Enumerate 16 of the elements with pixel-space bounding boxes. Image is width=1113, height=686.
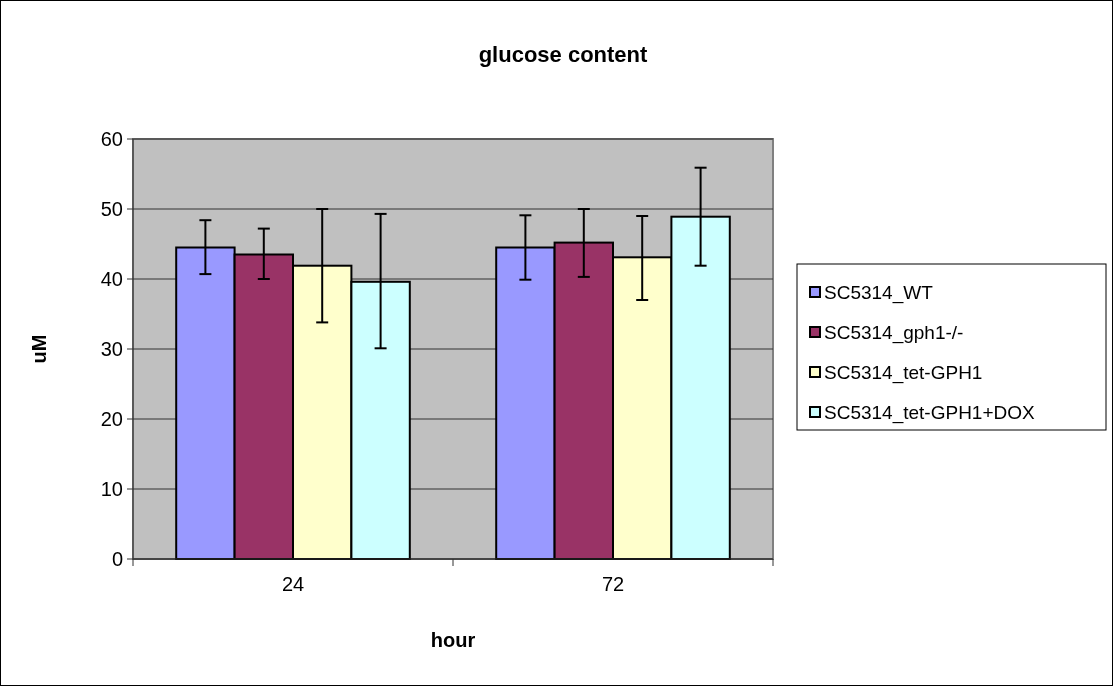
legend-label: SC5314_WT bbox=[824, 281, 934, 304]
x-tick-label: 72 bbox=[601, 573, 625, 595]
y-tick-label: 60 bbox=[100, 128, 123, 150]
y-axis-title: uM bbox=[28, 334, 50, 364]
y-tick-label: 10 bbox=[100, 478, 123, 500]
y-tick-label: 30 bbox=[100, 338, 123, 360]
y-tick-label: 50 bbox=[100, 198, 123, 220]
legend-label: SC5314_tet-GPH1 bbox=[824, 361, 983, 384]
legend-label: SC5314_tet-GPH1+DOX bbox=[824, 401, 1036, 424]
x-tick-label: 24 bbox=[281, 573, 305, 595]
x-axis-title: hour bbox=[430, 629, 476, 651]
y-tick-label: 20 bbox=[100, 408, 123, 430]
y-tick-label: 40 bbox=[100, 268, 123, 290]
y-tick-label: 0 bbox=[111, 548, 123, 570]
chart-title: glucose content bbox=[478, 42, 649, 67]
legend-label: SC5314_gph1-/- bbox=[824, 321, 964, 344]
